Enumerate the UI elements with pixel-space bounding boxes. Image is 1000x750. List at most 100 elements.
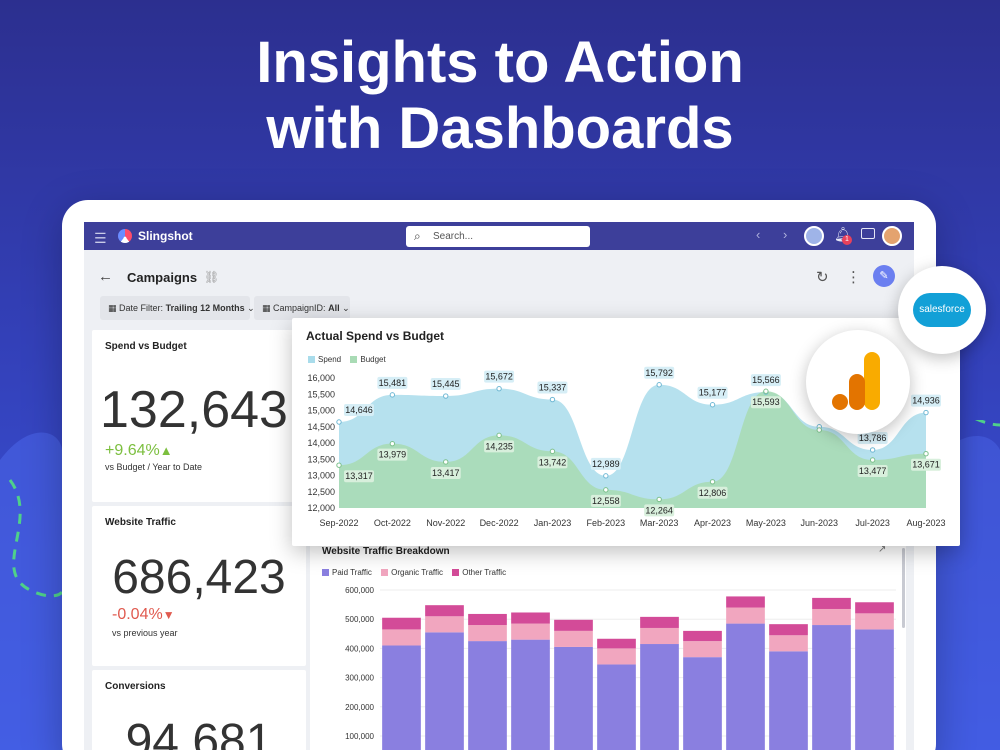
triangle-up-icon: ▲ [159,443,173,458]
x-tick-label: May-2023 [746,518,786,528]
kpi-card-traffic[interactable]: Website Traffic 686,423 -0.04%▼ vs previ… [92,506,306,666]
data-point-spend [389,392,396,398]
data-point-budget [549,448,556,455]
data-label-budget: 14,235 [485,441,513,451]
x-tick-label: Nov-2022 [426,518,465,528]
search-icon: ⌕ [414,229,421,243]
traffic-chart: 100,000 200,000 300,000 400,000 500,000 600,0… [345,586,896,750]
link-off-icon[interactable]: ⛓ [204,270,220,284]
chevron-down-icon: ⌄ [342,303,350,313]
bar-segment-organic-traffic [855,613,894,630]
x-tick-label: Aug-2023 [906,518,945,528]
bar-segment-paid-traffic [597,664,636,750]
kpi-card-spend[interactable]: Spend vs Budget 132,643 +9.64%▲ vs Budge… [92,330,306,502]
filter-icon: ▦ [262,303,271,313]
date-filter-dropdown[interactable]: ▦ Date Filter: Trailing 12 Months ⌄ [100,296,255,320]
x-tick-label: Jan-2023 [534,518,572,528]
y-tick-label: 12,500 [307,487,335,497]
scrollbar[interactable] [902,548,905,628]
data-point-spend [923,409,929,416]
data-point-spend [443,393,449,399]
chat-icon[interactable] [861,228,875,239]
x-tick-label: Sep-2022 [319,518,358,528]
y-tick-label: 12,000 [307,503,335,513]
y-tick-label: 13,500 [307,454,335,464]
bar-segment-paid-traffic [683,657,722,750]
kpi-value: 132,643 [100,381,288,439]
website-traffic-breakdown-card[interactable]: Website Traffic Breakdown ↗ Paid Traffic… [310,540,906,750]
data-label-bg [697,486,728,499]
kpi-label: Conversions [105,681,166,692]
user-avatar-secondary[interactable] [804,226,824,246]
expand-icon[interactable]: ↗ [878,544,887,555]
user-avatar[interactable] [882,226,902,246]
x-tick-label: Feb-2023 [587,518,626,528]
kpi-card-conversions[interactable]: Conversions 94,681 [92,670,306,750]
refresh-icon[interactable]: ↻ [816,269,829,286]
kpi-subtext: vs Budget / Year to Date [105,462,203,472]
data-label-bg [911,458,941,471]
data-label-budget: 13,317 [345,471,373,481]
campaign-filter-value: All [328,303,340,313]
bar-segment-other-traffic [597,638,636,649]
y-tick-label: 15,500 [307,389,335,399]
date-filter-label: Date Filter: [119,303,164,313]
bar-segment-organic-traffic [683,641,722,658]
data-label-bg [430,378,461,391]
nav-back-arrow-icon[interactable]: ‹ [756,227,761,242]
data-label-spend: 12,989 [592,459,620,469]
traffic-legend: Paid Traffic Organic Traffic Other Traff… [322,568,513,577]
bar-segment-other-traffic [468,613,507,626]
bar-segment-paid-traffic [769,651,808,750]
bar-segment-paid-traffic [468,641,507,750]
campaign-filter-dropdown[interactable]: ▦ CampaignID: All ⌄ [254,296,350,320]
legend-item-paid: Paid Traffic [322,568,372,577]
bar-segment-paid-traffic [726,623,765,750]
search-input[interactable]: ⌕ Search... [406,226,590,247]
data-label-spend: 15,481 [379,378,407,388]
nav-forward-arrow-icon[interactable]: › [783,227,788,242]
bar-segment-organic-traffic [468,625,507,642]
data-label-bg [537,456,568,469]
data-label-spend: 15,445 [432,379,460,389]
chart-title: Website Traffic Breakdown [322,546,450,557]
google-analytics-icon [832,352,880,410]
hamburger-menu-icon[interactable]: ☰ [94,230,107,246]
slingshot-logo-icon [118,229,132,243]
x-tick-label: Oct-2022 [374,518,411,528]
data-label-bg [644,366,675,379]
x-tick-label: Mar-2023 [640,518,679,528]
data-point-budget [816,427,822,433]
search-placeholder: Search... [433,231,474,242]
y-tick-label: 13,000 [307,471,335,481]
data-point-spend [603,473,609,479]
google-analytics-badge [806,330,910,434]
data-point-spend [656,382,662,388]
campaign-filter-label: CampaignID: [273,303,326,313]
data-label-budget: 13,979 [379,450,407,460]
legend-item-organic: Organic Traffic [381,568,443,577]
legend-item-spend: Spend [308,355,341,364]
more-options-icon[interactable]: ⋮ [846,269,861,286]
data-label-bg [911,394,941,407]
bar-segment-other-traffic [511,612,550,624]
bar-segment-paid-traffic [382,645,421,750]
data-label-spend: 15,792 [645,368,673,378]
data-label-bg [590,494,621,507]
bar-segment-organic-traffic [812,608,851,626]
bar-segment-other-traffic [640,616,679,628]
headline-line-2: with Dashboards [266,96,734,161]
bar-segment-organic-traffic [554,630,593,647]
y-tick-label: 100,000 [345,732,374,741]
triangle-down-icon: ▼ [162,608,175,622]
data-point-budget [923,450,929,457]
kpi-value: 686,423 [112,551,286,604]
kpi-label: Website Traffic [105,517,176,528]
data-point-budget [709,479,716,485]
edit-button[interactable]: ✎ [873,265,895,287]
y-tick-label: 500,000 [345,615,374,624]
legend-item-other: Other Traffic [452,568,506,577]
kpi-subtext: vs previous year [112,628,178,638]
data-point-budget [443,459,449,465]
back-arrow-icon[interactable]: ← [98,268,113,285]
